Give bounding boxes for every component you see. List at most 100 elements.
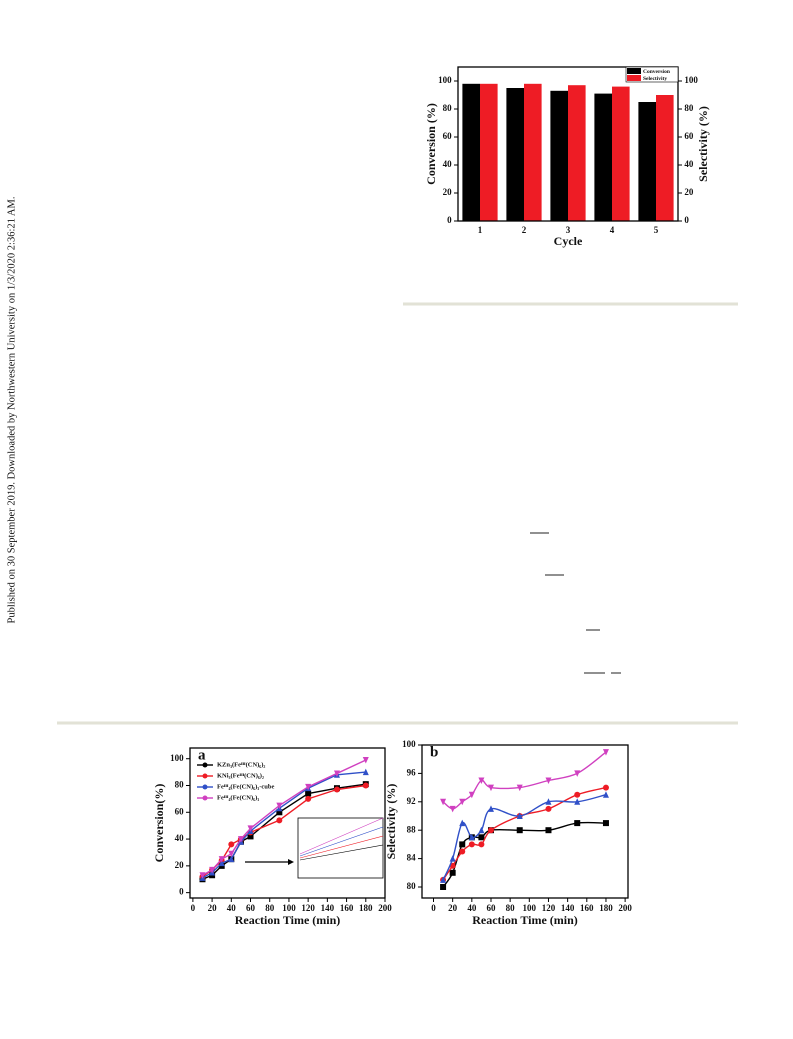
marker — [440, 798, 447, 806]
marker — [228, 855, 235, 863]
tick-label: 0 — [684, 215, 689, 225]
tick-label: 180 — [599, 903, 613, 913]
plot-frame — [457, 66, 679, 222]
marker — [459, 798, 466, 806]
legend-marker — [202, 773, 208, 779]
y-axis-label: Selectivity (%) — [384, 784, 398, 860]
marker — [478, 834, 485, 841]
legend-label: KNi₃(Feᴵᴵᴵ(CN)₆)₂ — [217, 772, 264, 779]
marker — [468, 791, 475, 799]
marker — [516, 784, 523, 792]
marker — [440, 883, 447, 890]
marker — [305, 790, 312, 797]
plot-frame — [189, 747, 386, 899]
tick-label: 20 — [448, 903, 458, 913]
tick-label: 96 — [407, 767, 417, 777]
marker — [305, 795, 312, 802]
tick-label: 40 — [443, 159, 453, 169]
tick-label: 120 — [301, 903, 315, 913]
x-axis-label: Cycle — [554, 234, 583, 248]
bar — [506, 88, 524, 221]
tick-label: 84 — [407, 853, 417, 863]
bar — [638, 102, 656, 221]
tick-label: 80 — [265, 903, 275, 913]
tick-label: 0 — [179, 887, 184, 897]
fit-curve — [442, 751, 607, 810]
marker — [305, 783, 312, 791]
marker — [478, 777, 485, 784]
marker — [468, 841, 475, 848]
marker — [362, 757, 369, 764]
tick-label: 100 — [170, 753, 184, 763]
marker — [468, 833, 475, 841]
x-axis-label: Reaction Time (min) — [472, 913, 578, 927]
marker — [333, 770, 340, 777]
marker — [449, 805, 456, 813]
tick-label: 40 — [175, 833, 185, 843]
marker — [449, 855, 456, 862]
tick-label: 92 — [407, 796, 417, 806]
x-tick-label: 2 — [522, 225, 527, 235]
marker — [487, 805, 494, 812]
tick-label: 0 — [431, 903, 436, 913]
inset-line — [299, 844, 384, 861]
tick-label: 0 — [447, 215, 452, 225]
legend-label: Selectivity — [643, 76, 667, 82]
legend-marker — [202, 795, 208, 801]
tick-label: 20 — [443, 187, 453, 197]
marker — [247, 825, 254, 832]
tick-label: 200 — [618, 903, 632, 913]
legend-swatch — [627, 68, 641, 74]
marker — [487, 784, 494, 792]
tick-label: 88 — [407, 824, 417, 834]
marker — [459, 819, 466, 827]
tick-label: 100 — [402, 739, 416, 749]
tick-label: 140 — [561, 903, 575, 913]
marker — [362, 768, 369, 776]
marker — [362, 782, 369, 789]
bar — [550, 90, 568, 221]
plot-frame — [421, 744, 629, 899]
inset-line — [299, 817, 384, 855]
bar — [612, 86, 630, 221]
tick-label: 60 — [175, 806, 185, 816]
marker — [574, 798, 581, 805]
tick-label: 0 — [191, 903, 196, 913]
bar — [568, 85, 586, 221]
x-tick-label: 4 — [610, 225, 615, 235]
marker — [199, 872, 206, 879]
panel-label: b — [430, 744, 438, 760]
marker — [545, 798, 552, 805]
tick-label: 40 — [227, 903, 237, 913]
tick-label: 20 — [208, 903, 218, 913]
tick-label: 100 — [523, 903, 537, 913]
legend-label: KZn₃(Feᴵᴵᴵ(CN)₆)₂ — [217, 761, 265, 768]
marker — [516, 812, 523, 819]
inset-line — [299, 826, 384, 857]
marker — [237, 836, 244, 843]
tick-label: 180 — [359, 903, 373, 913]
y-axis-label: Conversion (%) — [424, 103, 438, 185]
tick-label: 100 — [438, 75, 452, 85]
fit-curve — [442, 821, 606, 888]
tick-label: 80 — [506, 903, 516, 913]
line — [202, 759, 367, 876]
marker — [545, 827, 552, 834]
arrowhead — [288, 859, 294, 865]
bar — [480, 83, 498, 221]
marker — [478, 826, 485, 834]
legend-marker — [202, 762, 208, 768]
line — [202, 783, 366, 880]
marker — [276, 809, 283, 816]
x-tick-label: 5 — [654, 225, 659, 235]
tick-label: 160 — [340, 903, 354, 913]
marker — [449, 869, 456, 876]
y2-axis-label: Selectivity (%) — [696, 106, 710, 182]
marker — [228, 841, 235, 848]
tick-label: 200 — [378, 903, 392, 913]
marker — [459, 841, 466, 848]
fit-curve — [442, 794, 607, 881]
marker — [276, 802, 283, 810]
tick-label: 160 — [580, 903, 594, 913]
